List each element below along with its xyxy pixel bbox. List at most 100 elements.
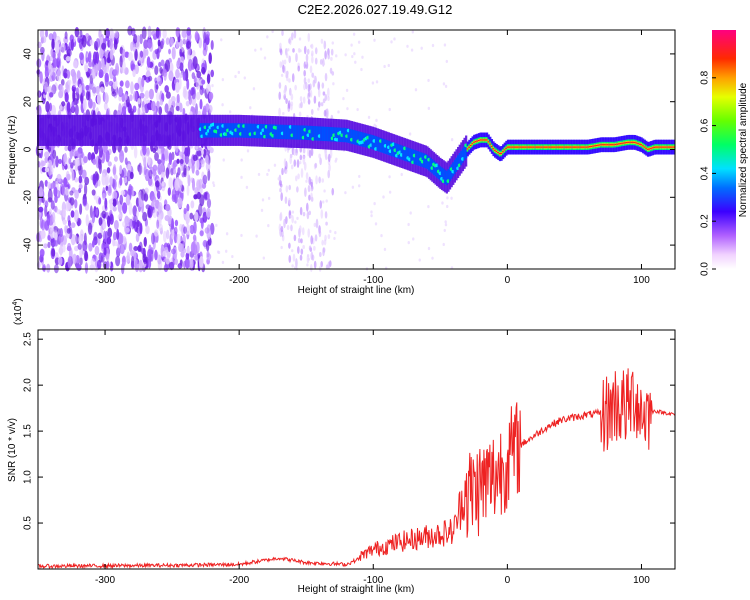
ridge-band-red [640,144,643,146]
noise-speck [169,261,175,271]
noise-speck [309,263,313,273]
ridge-mid [294,125,297,140]
noise-speck [310,192,313,200]
noise-speck [441,201,444,205]
noise-speck [165,37,170,46]
noise-speck [128,202,133,215]
noise-speck [313,75,316,79]
noise-speck [322,200,325,204]
ridge-halo [160,114,164,146]
noise-speck [102,220,107,230]
noise-speck [320,38,324,44]
colorbar-tick-label: 0.4 [700,166,711,180]
noise-speck [176,93,180,104]
ridge-halo [64,114,67,146]
noise-speck [59,84,64,97]
ridge-halo [139,114,143,146]
noise-speck [293,266,297,270]
ridge-band-red [489,143,492,145]
noise-speck [254,48,257,52]
ridge-band-red [645,147,648,149]
noise-speck [445,59,449,64]
noise-speck [299,146,303,153]
ridge-mid [241,123,244,138]
noise-speck [175,27,180,38]
noise-speck [98,217,103,226]
ridge-mid [447,169,450,184]
noise-speck [59,103,63,111]
noise-speck [175,40,180,49]
noise-speck [300,248,304,255]
ridge-mid [368,134,371,149]
noise-speck [308,194,311,201]
noise-speck [104,28,110,39]
noise-speck [450,138,454,142]
noise-speck [127,163,132,172]
snr-panel: -300 -200 -100 0 100 0.5 1.0 1.5 2.0 2.5 Height … [7,298,676,595]
ridge-band-red [513,146,516,148]
noise-speck [79,52,84,61]
noise-speck [106,57,110,64]
ridge-mid [239,123,242,138]
noise-speck [293,29,297,39]
noise-speck [44,205,48,217]
noise-speck [427,246,431,251]
noise-speck [59,227,63,238]
noise-speck [176,233,181,245]
ridge-band-red [569,146,572,148]
noise-speck [142,143,147,156]
ridge-halo [80,114,83,146]
ridge-halo [74,114,77,146]
noise-speck [74,245,79,252]
ridge-mid [257,123,260,139]
ridge-mid [313,126,316,141]
noise-speck [176,158,180,164]
noise-speck [345,88,349,92]
noise-speck [84,262,89,274]
ridge-halo [62,114,65,146]
noise-speck [266,172,269,177]
noise-speck [173,79,177,85]
noise-speck [373,201,376,206]
ridge-mid [325,126,328,142]
noise-speck [206,198,212,209]
noise-speck [181,144,185,153]
noise-speck [66,202,72,210]
noise-speck [182,247,187,254]
noise-speck [280,192,283,202]
noise-speck [51,38,55,50]
noise-speck [278,223,282,232]
noise-speck [193,194,198,200]
ridge-band-red [588,146,592,148]
ridge-band-red [542,146,545,148]
ridge-halo [146,114,149,146]
noise-speck [285,71,288,76]
noise-speck [105,149,110,163]
ridge-band-red [476,140,479,142]
ridge-mid [410,148,413,164]
noise-speck [92,51,97,64]
noise-speck [147,156,151,166]
noise-speck [168,62,174,74]
noise-speck [148,169,153,180]
ridge-mid [400,145,403,160]
noise-speck [277,177,280,181]
noise-speck [173,168,177,175]
noise-speck [283,218,286,229]
ridge-band-red [627,141,630,143]
noise-speck [307,98,311,105]
noise-speck [271,29,274,34]
colorbar: 0.0 0.2 0.4 0.6 0.8 Normalized spectral ampl… [700,30,749,276]
noise-speck [92,173,97,186]
noise-speck [282,64,285,73]
ridge-mid [312,126,315,141]
ridge-halo [49,114,53,146]
noise-speck [288,197,291,205]
noise-speck [257,172,261,177]
noise-speck [195,92,201,100]
noise-speck [154,152,159,162]
noise-speck [156,91,160,102]
noise-speck [159,162,165,174]
noise-speck [295,52,298,63]
noise-speck [71,170,75,182]
